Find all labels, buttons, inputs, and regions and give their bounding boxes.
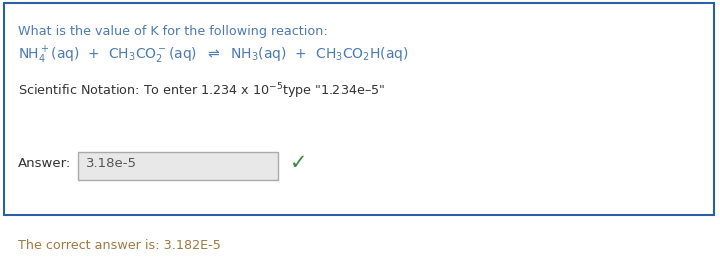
Text: Answer:: Answer: [18, 157, 71, 170]
Text: What is the value of K for the following reaction:: What is the value of K for the following… [18, 25, 328, 38]
Text: ✓: ✓ [290, 153, 307, 173]
Text: 3.18e-5: 3.18e-5 [86, 157, 137, 170]
Text: Scientific Notation: To enter 1.234 x 10$^{-5}$type "1.234e–5": Scientific Notation: To enter 1.234 x 10… [18, 81, 385, 101]
Text: NH$_4^+$(aq)  +  CH$_3$CO$_2^-$(aq)  $\rightleftharpoons$  NH$_3$(aq)  +  CH$_3$: NH$_4^+$(aq) + CH$_3$CO$_2^-$(aq) $\righ… [18, 45, 409, 66]
Text: The correct answer is: 3.182E-5: The correct answer is: 3.182E-5 [18, 239, 221, 252]
Bar [78, 152, 278, 180]
